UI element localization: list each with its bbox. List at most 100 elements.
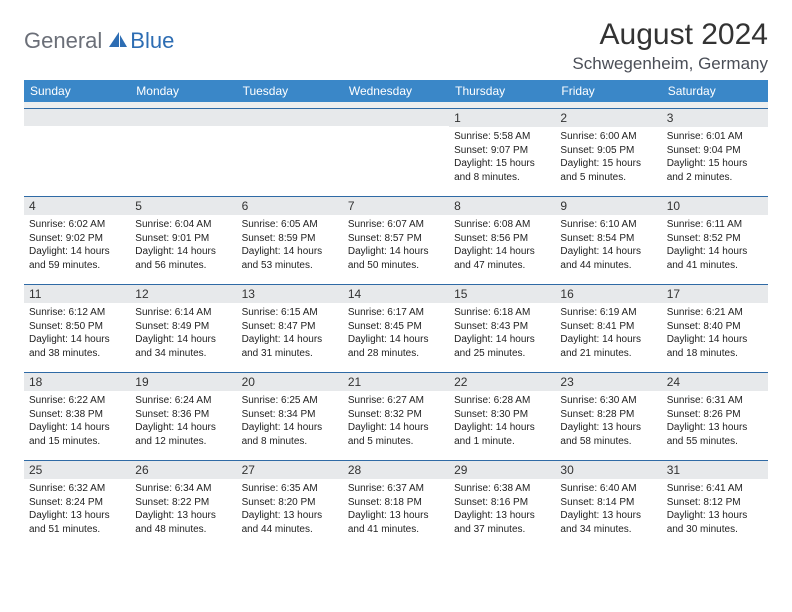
day-details: Sunrise: 6:21 AMSunset: 8:40 PMDaylight:…: [662, 303, 768, 366]
sunset-line: Sunset: 9:05 PM: [560, 144, 656, 158]
sunset-line: Sunset: 9:07 PM: [454, 144, 550, 158]
empty-bar: [130, 108, 236, 126]
daylight-line-1: Daylight: 15 hours: [454, 157, 550, 171]
sunrise-line: Sunrise: 6:35 AM: [242, 482, 338, 496]
logo-text-general: General: [24, 28, 102, 54]
sunset-line: Sunset: 8:59 PM: [242, 232, 338, 246]
daylight-line-1: Daylight: 13 hours: [242, 509, 338, 523]
sunset-line: Sunset: 8:40 PM: [667, 320, 763, 334]
day-cell: 3Sunrise: 6:01 AMSunset: 9:04 PMDaylight…: [662, 108, 768, 196]
week-row: 25Sunrise: 6:32 AMSunset: 8:24 PMDayligh…: [24, 460, 768, 548]
daylight-line-2: and 30 minutes.: [667, 523, 763, 537]
day-cell: 9Sunrise: 6:10 AMSunset: 8:54 PMDaylight…: [555, 196, 661, 284]
daylight-line-2: and 31 minutes.: [242, 347, 338, 361]
day-details: Sunrise: 6:19 AMSunset: 8:41 PMDaylight:…: [555, 303, 661, 366]
sunset-line: Sunset: 8:30 PM: [454, 408, 550, 422]
sunset-line: Sunset: 9:02 PM: [29, 232, 125, 246]
day-number: 25: [24, 460, 130, 479]
empty-cell: [24, 108, 130, 196]
sunrise-line: Sunrise: 6:07 AM: [348, 218, 444, 232]
day-cell: 6Sunrise: 6:05 AMSunset: 8:59 PMDaylight…: [237, 196, 343, 284]
daylight-line-1: Daylight: 13 hours: [560, 509, 656, 523]
sunset-line: Sunset: 8:43 PM: [454, 320, 550, 334]
day-number: 26: [130, 460, 236, 479]
day-cell: 24Sunrise: 6:31 AMSunset: 8:26 PMDayligh…: [662, 372, 768, 460]
daylight-line-2: and 59 minutes.: [29, 259, 125, 273]
day-details: Sunrise: 6:38 AMSunset: 8:16 PMDaylight:…: [449, 479, 555, 542]
sunrise-line: Sunrise: 6:01 AM: [667, 130, 763, 144]
sunrise-line: Sunrise: 6:32 AM: [29, 482, 125, 496]
day-cell: 4Sunrise: 6:02 AMSunset: 9:02 PMDaylight…: [24, 196, 130, 284]
sunrise-line: Sunrise: 6:24 AM: [135, 394, 231, 408]
day-details: Sunrise: 6:04 AMSunset: 9:01 PMDaylight:…: [130, 215, 236, 278]
day-number: 16: [555, 284, 661, 303]
day-details: Sunrise: 6:12 AMSunset: 8:50 PMDaylight:…: [24, 303, 130, 366]
sunrise-line: Sunrise: 6:02 AM: [29, 218, 125, 232]
sunrise-line: Sunrise: 6:41 AM: [667, 482, 763, 496]
sunrise-line: Sunrise: 6:14 AM: [135, 306, 231, 320]
daylight-line-2: and 8 minutes.: [242, 435, 338, 449]
weekday-header: Friday: [555, 80, 661, 102]
day-details: Sunrise: 6:25 AMSunset: 8:34 PMDaylight:…: [237, 391, 343, 454]
day-cell: 20Sunrise: 6:25 AMSunset: 8:34 PMDayligh…: [237, 372, 343, 460]
sunrise-line: Sunrise: 6:00 AM: [560, 130, 656, 144]
day-cell: 19Sunrise: 6:24 AMSunset: 8:36 PMDayligh…: [130, 372, 236, 460]
day-details: Sunrise: 6:22 AMSunset: 8:38 PMDaylight:…: [24, 391, 130, 454]
daylight-line-2: and 41 minutes.: [348, 523, 444, 537]
day-cell: 18Sunrise: 6:22 AMSunset: 8:38 PMDayligh…: [24, 372, 130, 460]
day-details: Sunrise: 6:11 AMSunset: 8:52 PMDaylight:…: [662, 215, 768, 278]
day-number: 3: [662, 108, 768, 127]
location-label: Schwegenheim, Germany: [572, 54, 768, 74]
sunset-line: Sunset: 8:47 PM: [242, 320, 338, 334]
daylight-line-1: Daylight: 14 hours: [242, 333, 338, 347]
daylight-line-1: Daylight: 14 hours: [242, 421, 338, 435]
title-block: August 2024 Schwegenheim, Germany: [572, 18, 768, 74]
daylight-line-2: and 53 minutes.: [242, 259, 338, 273]
sunrise-line: Sunrise: 6:25 AM: [242, 394, 338, 408]
day-cell: 28Sunrise: 6:37 AMSunset: 8:18 PMDayligh…: [343, 460, 449, 548]
day-number: 20: [237, 372, 343, 391]
day-cell: 30Sunrise: 6:40 AMSunset: 8:14 PMDayligh…: [555, 460, 661, 548]
day-details: Sunrise: 6:02 AMSunset: 9:02 PMDaylight:…: [24, 215, 130, 278]
daylight-line-1: Daylight: 14 hours: [29, 421, 125, 435]
daylight-line-1: Daylight: 14 hours: [135, 245, 231, 259]
calendar-body: 1Sunrise: 5:58 AMSunset: 9:07 PMDaylight…: [24, 102, 768, 548]
day-cell: 25Sunrise: 6:32 AMSunset: 8:24 PMDayligh…: [24, 460, 130, 548]
day-number: 6: [237, 196, 343, 215]
daylight-line-1: Daylight: 14 hours: [29, 245, 125, 259]
empty-bar: [237, 108, 343, 126]
day-number: 17: [662, 284, 768, 303]
day-number: 4: [24, 196, 130, 215]
day-cell: 23Sunrise: 6:30 AMSunset: 8:28 PMDayligh…: [555, 372, 661, 460]
brand-logo: General Blue: [24, 18, 174, 54]
day-details: Sunrise: 6:30 AMSunset: 8:28 PMDaylight:…: [555, 391, 661, 454]
day-details: Sunrise: 5:58 AMSunset: 9:07 PMDaylight:…: [449, 127, 555, 190]
day-cell: 16Sunrise: 6:19 AMSunset: 8:41 PMDayligh…: [555, 284, 661, 372]
weekday-header: Monday: [130, 80, 236, 102]
empty-bar: [24, 108, 130, 126]
day-number: 22: [449, 372, 555, 391]
weekday-header-row: SundayMondayTuesdayWednesdayThursdayFrid…: [24, 80, 768, 102]
sunrise-line: Sunrise: 6:11 AM: [667, 218, 763, 232]
logo-sail-icon: [106, 30, 128, 55]
daylight-line-1: Daylight: 14 hours: [560, 245, 656, 259]
week-row: 1Sunrise: 5:58 AMSunset: 9:07 PMDaylight…: [24, 108, 768, 196]
sunset-line: Sunset: 9:04 PM: [667, 144, 763, 158]
daylight-line-1: Daylight: 13 hours: [560, 421, 656, 435]
sunrise-line: Sunrise: 6:21 AM: [667, 306, 763, 320]
day-cell: 26Sunrise: 6:34 AMSunset: 8:22 PMDayligh…: [130, 460, 236, 548]
day-number: 7: [343, 196, 449, 215]
sunset-line: Sunset: 8:41 PM: [560, 320, 656, 334]
day-number: 19: [130, 372, 236, 391]
sunset-line: Sunset: 9:01 PM: [135, 232, 231, 246]
daylight-line-1: Daylight: 13 hours: [29, 509, 125, 523]
day-number: 27: [237, 460, 343, 479]
day-details: Sunrise: 6:01 AMSunset: 9:04 PMDaylight:…: [662, 127, 768, 190]
sunset-line: Sunset: 8:28 PM: [560, 408, 656, 422]
sunrise-line: Sunrise: 6:27 AM: [348, 394, 444, 408]
daylight-line-2: and 21 minutes.: [560, 347, 656, 361]
daylight-line-2: and 5 minutes.: [560, 171, 656, 185]
daylight-line-2: and 47 minutes.: [454, 259, 550, 273]
day-details: Sunrise: 6:34 AMSunset: 8:22 PMDaylight:…: [130, 479, 236, 542]
daylight-line-1: Daylight: 15 hours: [560, 157, 656, 171]
